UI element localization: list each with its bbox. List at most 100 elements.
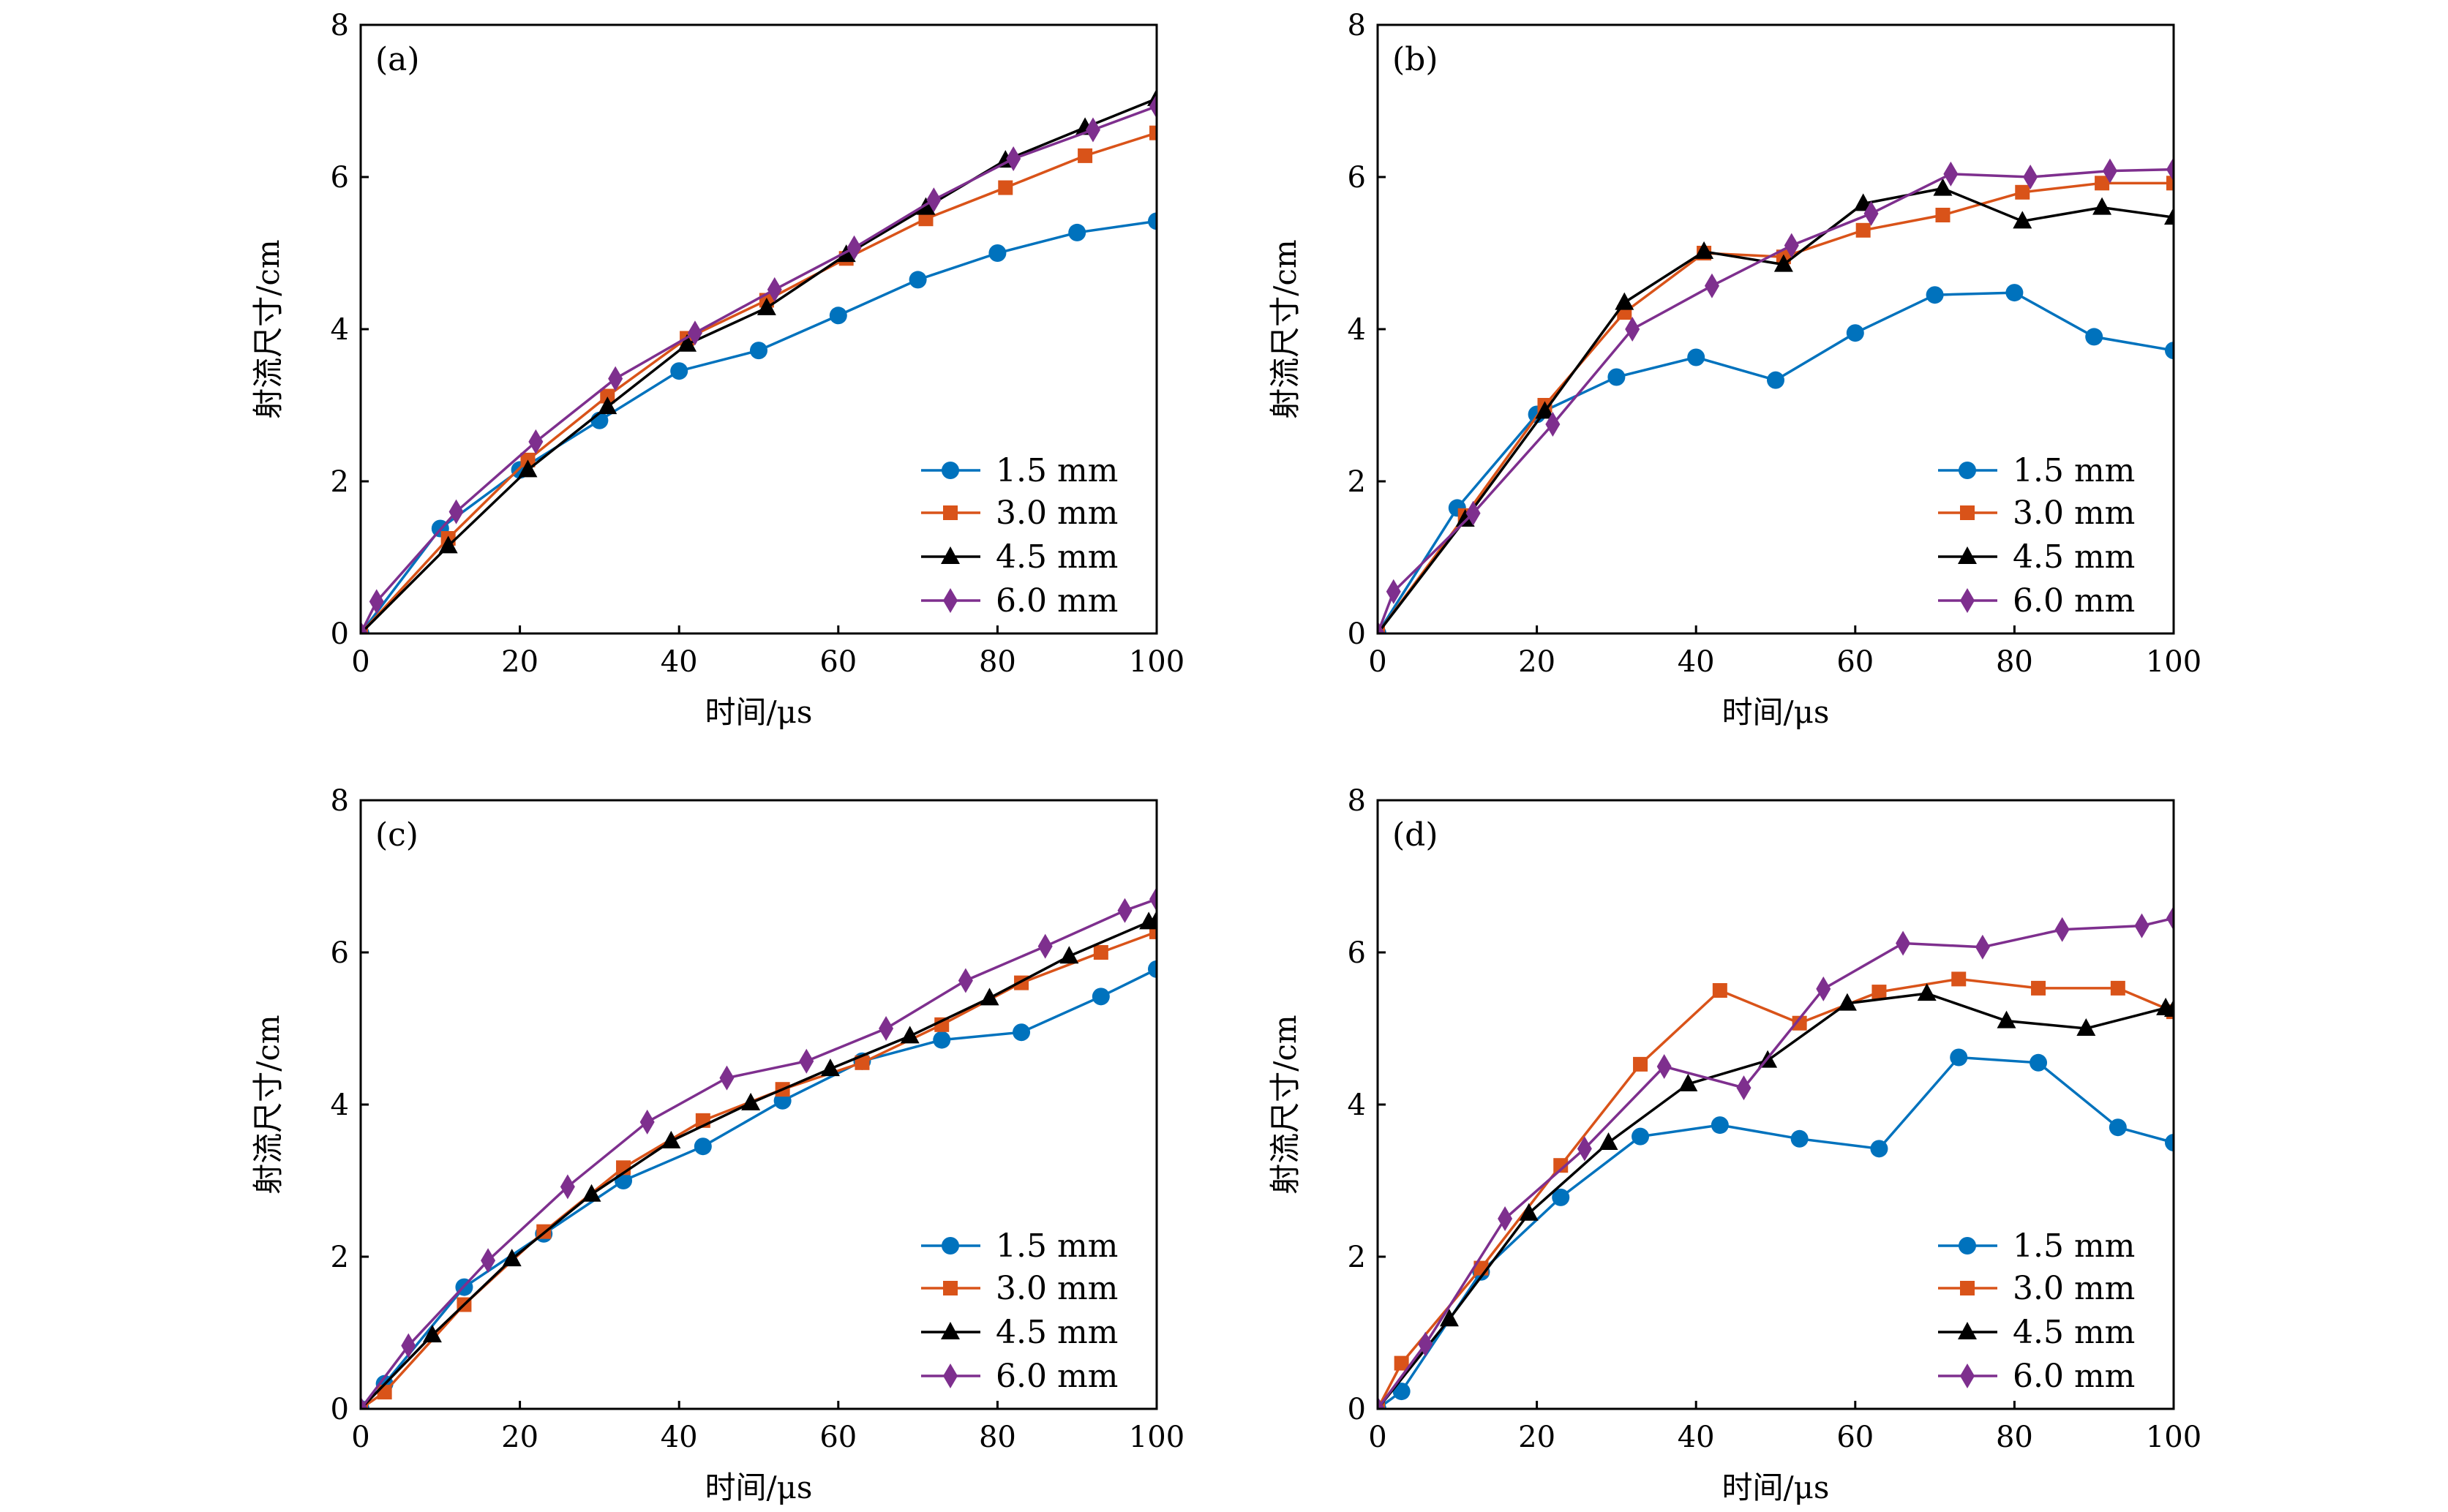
legend-triangle-icon bbox=[941, 546, 960, 564]
x-tick-label: 60 bbox=[819, 1421, 857, 1454]
y-tick-label: 0 bbox=[1348, 617, 1366, 651]
x-tick-label: 40 bbox=[1678, 1421, 1715, 1454]
legend: 1.5 mm 3.0 mm 4.5 mm 6.0 mm bbox=[921, 452, 1118, 620]
data-point bbox=[1790, 1129, 1809, 1148]
y-tick-label: 6 bbox=[1348, 161, 1366, 195]
y-tick-label: 6 bbox=[1348, 936, 1366, 970]
y-tick-label: 2 bbox=[1348, 1241, 1366, 1274]
data-point bbox=[1553, 1158, 1569, 1173]
y-tick-label: 8 bbox=[1348, 784, 1366, 818]
legend-item: 4.5 mm bbox=[921, 538, 1118, 576]
data-point bbox=[1926, 286, 1944, 304]
legend-diamond-icon bbox=[943, 1364, 958, 1388]
x-tick-label: 60 bbox=[1836, 645, 1874, 679]
legend-label: 4.5 mm bbox=[2013, 538, 2135, 576]
data-point bbox=[1148, 212, 1157, 230]
plot-area bbox=[1378, 157, 2174, 633]
data-point bbox=[1439, 1309, 1459, 1327]
legend: 1.5 mm 3.0 mm 4.5 mm 6.0 mm bbox=[1938, 1227, 2135, 1395]
plot-area bbox=[1378, 906, 2174, 1409]
series-line-45mm bbox=[361, 919, 1157, 1409]
legend-diamond-icon bbox=[943, 588, 958, 613]
data-point bbox=[1975, 934, 1990, 960]
data-point bbox=[401, 1333, 416, 1358]
data-point bbox=[1117, 898, 1133, 923]
data-point bbox=[2031, 980, 2046, 996]
data-point bbox=[1711, 1116, 1729, 1135]
data-point bbox=[2015, 184, 2030, 200]
x-tick-label: 80 bbox=[1996, 645, 2033, 679]
data-point bbox=[2109, 1118, 2127, 1137]
panel-label: (d) bbox=[1392, 816, 1438, 854]
data-point bbox=[1147, 910, 1157, 928]
legend-label: 1.5 mm bbox=[2013, 452, 2135, 489]
legend-circle-icon bbox=[1959, 462, 1976, 479]
data-point bbox=[1535, 401, 1555, 419]
chart-panel-d: 0 20 40 60 80 100 0 2 4 6 8 时间/μs 射流尺寸/cm (d) 1.5 mm 3.… bbox=[1267, 784, 2201, 1505]
data-point bbox=[1917, 983, 1937, 1001]
plot-area bbox=[361, 88, 1157, 633]
data-point bbox=[1149, 887, 1157, 912]
data-point bbox=[933, 1031, 951, 1049]
panel-label: (b) bbox=[1392, 41, 1438, 78]
x-tick-label: 0 bbox=[1368, 1421, 1386, 1454]
legend-item: 1.5 mm bbox=[921, 452, 1118, 489]
legend-label: 1.5 mm bbox=[2013, 1227, 2135, 1265]
data-point bbox=[1712, 983, 1727, 998]
data-point bbox=[934, 1017, 950, 1032]
data-point bbox=[1863, 200, 1879, 226]
data-point bbox=[900, 1026, 920, 1044]
data-point bbox=[2005, 284, 2024, 302]
series-line-60mm bbox=[361, 898, 1157, 1409]
legend-item: 3.0 mm bbox=[1938, 494, 2135, 532]
data-point bbox=[582, 1184, 601, 1202]
data-point bbox=[2023, 165, 2038, 189]
legend-item: 4.5 mm bbox=[1938, 1314, 2135, 1351]
data-point bbox=[1378, 1396, 1385, 1409]
data-point bbox=[909, 271, 927, 289]
series-line-15mm bbox=[361, 968, 1157, 1409]
legend-label: 3.0 mm bbox=[996, 494, 1118, 532]
data-point bbox=[820, 1058, 840, 1077]
x-axis-label: 时间/μs bbox=[1722, 694, 1829, 730]
data-point bbox=[1615, 292, 1634, 310]
data-point bbox=[741, 1092, 761, 1110]
y-tick-label: 8 bbox=[1348, 9, 1366, 42]
data-point bbox=[1068, 223, 1086, 241]
series-line-45mm bbox=[1378, 992, 2174, 1409]
y-tick-label: 2 bbox=[331, 465, 349, 499]
data-point bbox=[767, 277, 782, 302]
y-tick-label: 0 bbox=[331, 1393, 349, 1426]
data-point bbox=[1943, 161, 1959, 187]
data-point bbox=[1386, 579, 1401, 604]
data-point bbox=[1855, 222, 1871, 238]
data-point bbox=[2054, 917, 2070, 942]
data-point bbox=[1950, 1048, 1968, 1067]
data-point bbox=[1870, 1140, 1888, 1158]
data-point bbox=[1378, 621, 1385, 633]
legend-label: 4.5 mm bbox=[996, 1314, 1118, 1351]
data-point bbox=[1092, 988, 1110, 1006]
data-point bbox=[528, 429, 544, 454]
data-point bbox=[448, 499, 464, 524]
series-line-15mm bbox=[1378, 1056, 2174, 1409]
data-point bbox=[1656, 1054, 1672, 1079]
x-tick-label: 0 bbox=[351, 645, 369, 679]
data-point bbox=[2166, 906, 2174, 931]
data-point bbox=[2110, 980, 2125, 996]
panel-label: (c) bbox=[375, 816, 418, 854]
y-tick-label: 4 bbox=[331, 1088, 349, 1122]
data-point bbox=[1498, 1206, 1513, 1231]
data-point bbox=[422, 1325, 442, 1343]
data-point bbox=[1037, 933, 1053, 959]
series-line-60mm bbox=[1378, 917, 2174, 1409]
data-point bbox=[2166, 157, 2174, 182]
legend-label: 6.0 mm bbox=[2013, 1358, 2135, 1395]
legend-item: 3.0 mm bbox=[921, 494, 1118, 532]
data-point bbox=[1633, 1056, 1648, 1072]
legend-item: 3.0 mm bbox=[921, 1270, 1118, 1307]
x-tick-label: 20 bbox=[1518, 1421, 1555, 1454]
data-point bbox=[980, 988, 999, 1006]
data-point bbox=[1148, 960, 1157, 978]
legend-circle-icon bbox=[942, 462, 959, 479]
